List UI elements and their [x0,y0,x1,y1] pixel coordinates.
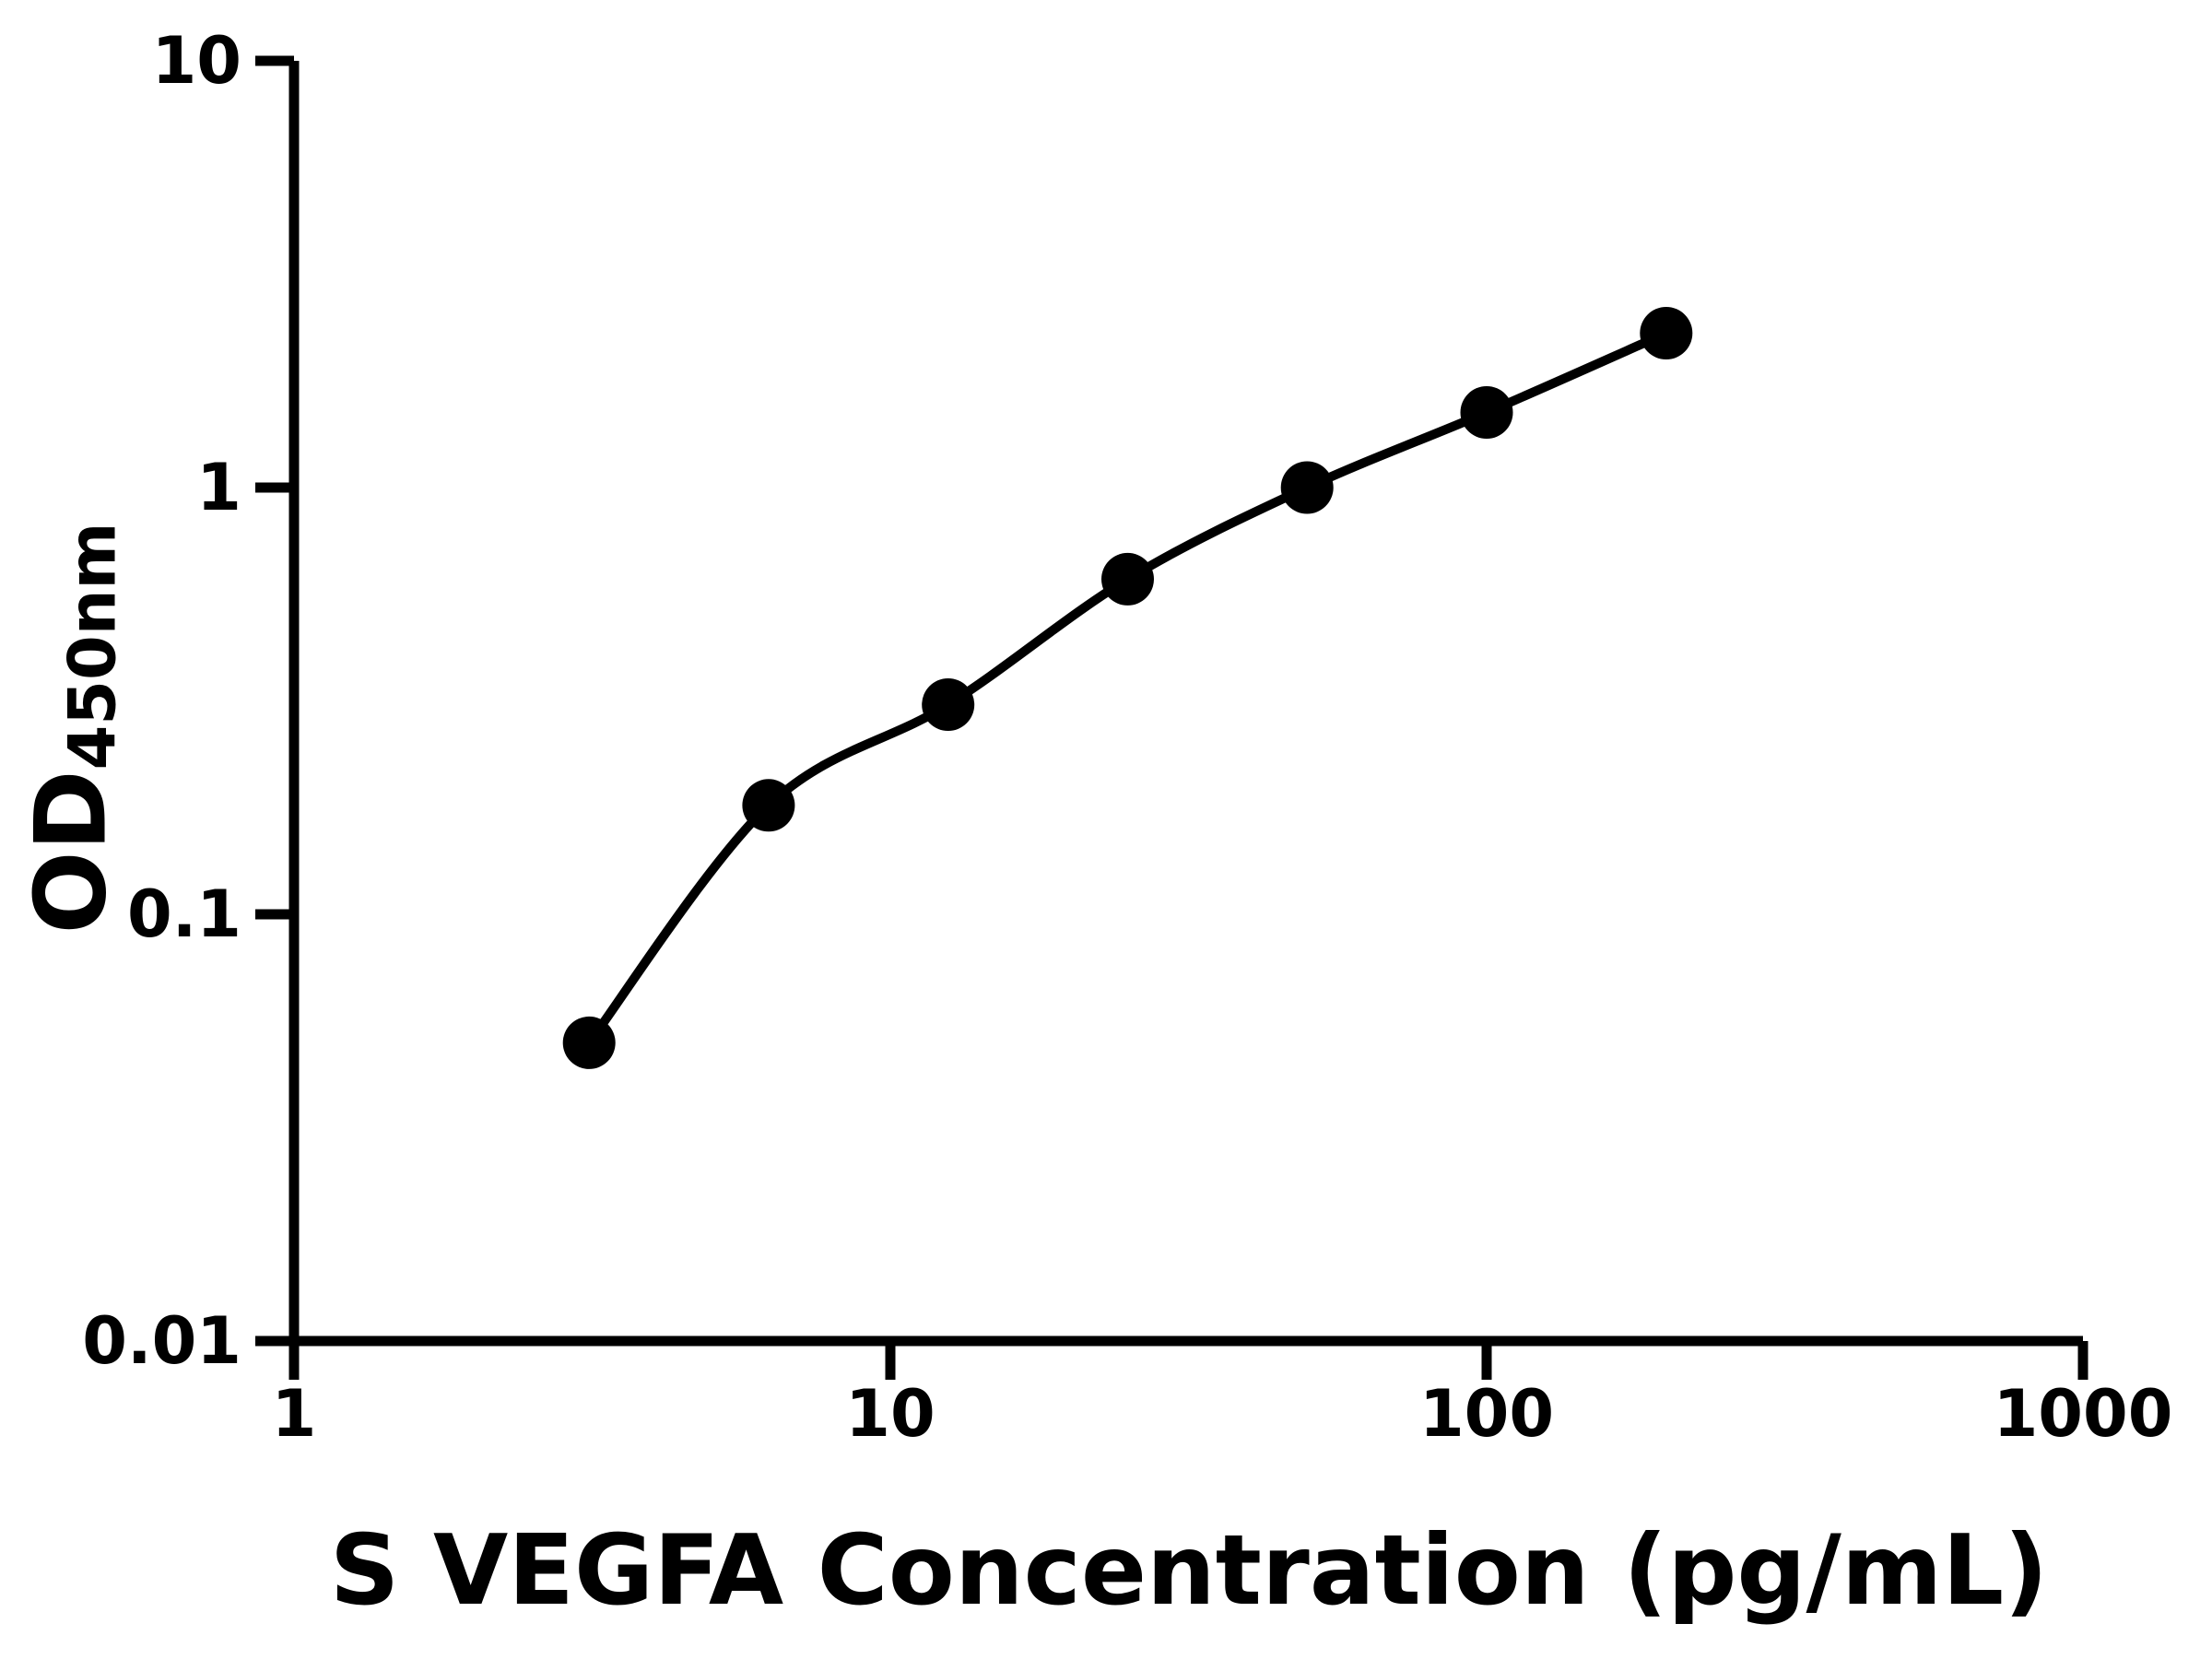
data-point-marker-3.125 [562,1016,616,1069]
x-tick-label-1000: 1000 [1993,1376,2173,1452]
data-point-marker-25 [1101,552,1154,606]
x-tick-label-10: 10 [845,1376,935,1452]
y-axis-title-subscript: 450nm [54,522,131,771]
data-point-marker-200 [1640,307,1693,359]
x-tick-label-1: 1 [271,1376,317,1452]
axis-spine [288,61,2083,1347]
data-point-marker-50 [1280,461,1334,514]
y-tick-label-1: 1 [196,450,241,525]
data-point-marker-12.5 [922,678,975,731]
y-tick-label-10: 10 [151,23,241,99]
y-axis-title: OD450nm [15,522,131,934]
y-tick-label-0.01: 0.01 [82,1303,241,1379]
data-point-marker-100 [1460,386,1513,439]
y-tick-label-0.1: 0.1 [126,877,241,952]
data-point-marker-6.25 [742,779,795,832]
x-tick-label-100: 100 [1418,1376,1555,1452]
x-axis-title: S VEGFA Concentration (pg/mL) [329,1514,2049,1627]
standard-curve-line [585,328,1668,1046]
y-axis-title-base: OD [14,770,128,935]
